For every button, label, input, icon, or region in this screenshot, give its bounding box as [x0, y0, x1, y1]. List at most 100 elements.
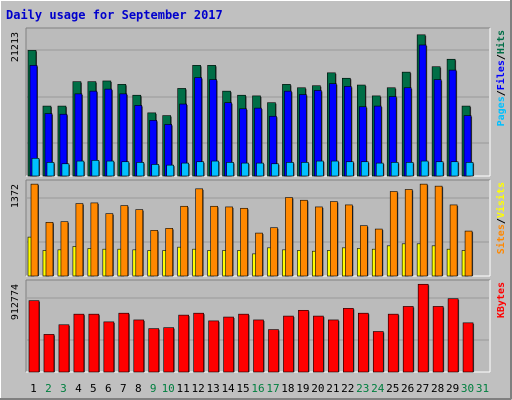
bar-pages: [106, 160, 115, 177]
bar-kbytes: [462, 322, 474, 373]
bar-sites: [255, 232, 263, 277]
bar-kbytes: [163, 327, 175, 373]
x-tick-label: 9: [150, 382, 157, 395]
bar-files: [448, 69, 457, 177]
legend-entry: Hits: [495, 30, 507, 54]
bar-pages: [301, 162, 309, 177]
bar-pages: [151, 164, 160, 177]
bar-sites: [30, 183, 39, 277]
bar-pages: [286, 162, 294, 177]
legend-entry: Pages: [496, 96, 507, 126]
y-tick-label-middle: 1372: [10, 184, 21, 208]
x-tick-label: 12: [192, 382, 205, 395]
bar-pages: [76, 160, 85, 177]
bar-sites: [240, 207, 248, 277]
bar-sites: [359, 225, 368, 277]
x-tick-label: 25: [386, 382, 399, 395]
x-tick-label: 22: [341, 382, 354, 395]
bar-kbytes: [253, 319, 264, 373]
bar-pages: [375, 162, 384, 177]
bar-kbytes: [178, 314, 189, 373]
x-tick-label: 28: [431, 382, 444, 395]
x-tick-label: 24: [371, 382, 385, 395]
legend-entry: Files: [495, 60, 507, 90]
bar-sites: [120, 205, 129, 277]
bar-sites: [105, 213, 114, 277]
bar-kbytes: [343, 308, 354, 373]
bar-kbytes: [208, 320, 219, 373]
bar-pages: [211, 160, 219, 177]
bar-pages: [435, 161, 444, 177]
x-tick-label: 19: [296, 382, 309, 395]
bar-kbytes: [103, 321, 115, 373]
bar-pages: [450, 161, 459, 177]
x-tick-label: 8: [135, 382, 142, 395]
x-tick-label: 6: [105, 382, 112, 395]
bar-pages: [196, 161, 204, 177]
bar-sites: [195, 188, 203, 277]
bar-sites: [330, 201, 338, 277]
bar-kbytes: [417, 283, 429, 373]
bar-pages: [390, 162, 399, 177]
bar-sites: [419, 183, 428, 277]
legend-entry: /: [496, 218, 507, 224]
bar-pages: [331, 160, 339, 177]
x-tick-label: 2: [45, 382, 52, 395]
bar-pages: [346, 161, 354, 177]
bar-sites: [90, 202, 99, 277]
bar-kbytes: [238, 313, 249, 373]
bar-kbytes: [402, 306, 414, 373]
bar-kbytes: [28, 300, 40, 373]
bar-kbytes: [298, 309, 309, 373]
x-tick-label: 11: [177, 382, 190, 395]
x-tick-label: 14: [221, 382, 235, 395]
bar-sites: [210, 205, 218, 277]
x-tick-label: 27: [416, 382, 429, 395]
bar-sites: [270, 227, 278, 277]
bar-kbytes: [148, 328, 160, 373]
bar-sites: [285, 197, 293, 277]
bar-kbytes: [43, 334, 55, 373]
legend-entry: Sites: [495, 224, 507, 254]
legend-entry: /: [496, 90, 507, 96]
bar-kbytes: [328, 319, 339, 373]
bar-pages: [316, 160, 324, 177]
x-tick-label: 16: [251, 382, 264, 395]
bar-sites: [225, 206, 233, 277]
bar-kbytes: [133, 319, 145, 373]
bar-pages: [405, 162, 414, 177]
bar-kbytes: [432, 306, 444, 373]
bar-sites: [135, 209, 144, 277]
bar-pages: [420, 160, 429, 177]
panel-middle: 1372 Sites/Visits: [10, 179, 507, 277]
bar-sites: [434, 185, 443, 277]
bar-kbytes: [118, 312, 130, 373]
bar-sites: [60, 221, 69, 277]
bar-sites: [374, 228, 383, 277]
legend-middle: Sites/Visits: [495, 182, 507, 254]
x-tick-label: 13: [206, 382, 219, 395]
legend-entry: Visits: [495, 182, 507, 218]
bar-pages: [136, 162, 145, 177]
bar-kbytes: [357, 312, 369, 373]
bar-sites: [45, 222, 54, 277]
x-tick-label: 15: [236, 382, 249, 395]
bar-kbytes: [88, 313, 100, 373]
panel-bottom: 912774 KBytes: [10, 279, 507, 373]
x-tick-label: 10: [162, 382, 175, 395]
bar-sites: [389, 191, 398, 277]
bar-sites: [315, 206, 323, 277]
bar-pages: [31, 158, 40, 177]
bar-pages: [271, 163, 279, 177]
chart-panels: 21213Pages/Files/Hits1372Sites/Visits912…: [10, 27, 507, 373]
bar-sites: [75, 203, 84, 277]
bar-sites: [449, 204, 458, 277]
bar-kbytes: [283, 315, 294, 373]
x-tick-label: 3: [60, 382, 67, 395]
bar-sites: [180, 205, 188, 277]
bar-pages: [121, 161, 130, 177]
bar-pages: [256, 162, 264, 177]
bar-sites: [150, 230, 159, 277]
bar-sites: [404, 189, 413, 277]
